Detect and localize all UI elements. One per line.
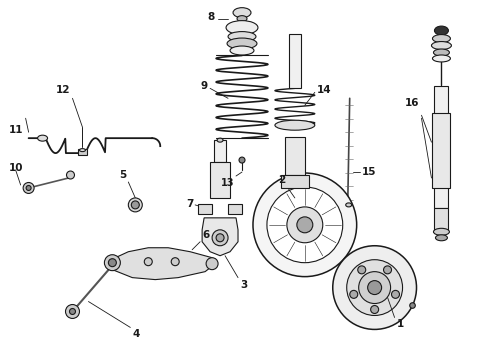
Text: 9: 9	[201, 81, 208, 91]
Circle shape	[128, 198, 142, 212]
Bar	[78, 149, 87, 155]
Ellipse shape	[433, 55, 450, 62]
Ellipse shape	[228, 32, 256, 41]
Circle shape	[108, 259, 116, 267]
Ellipse shape	[230, 46, 254, 55]
Circle shape	[171, 258, 179, 266]
Text: 13: 13	[220, 178, 234, 188]
Circle shape	[206, 258, 218, 270]
Polygon shape	[110, 248, 214, 280]
Ellipse shape	[435, 26, 448, 35]
Circle shape	[410, 303, 416, 308]
Ellipse shape	[79, 149, 85, 152]
Circle shape	[239, 157, 245, 163]
Ellipse shape	[217, 138, 223, 142]
Circle shape	[70, 309, 75, 315]
Text: 14: 14	[317, 85, 331, 95]
Ellipse shape	[433, 35, 450, 42]
Text: 15: 15	[362, 167, 376, 177]
Ellipse shape	[227, 38, 257, 49]
Ellipse shape	[432, 41, 451, 50]
Circle shape	[350, 291, 358, 298]
Text: 2: 2	[278, 175, 285, 185]
Ellipse shape	[226, 21, 258, 35]
Text: 16: 16	[405, 98, 419, 108]
Circle shape	[358, 266, 366, 274]
Circle shape	[370, 306, 379, 314]
Text: 8: 8	[208, 12, 215, 22]
Circle shape	[131, 201, 139, 209]
Circle shape	[216, 234, 224, 242]
Ellipse shape	[436, 235, 447, 241]
Bar	[198, 204, 212, 214]
Circle shape	[23, 183, 34, 193]
Text: 7: 7	[186, 199, 193, 209]
Text: 11: 11	[9, 125, 23, 135]
Text: 6: 6	[202, 230, 209, 240]
Ellipse shape	[237, 15, 247, 22]
Bar	[435, 208, 448, 230]
Circle shape	[347, 260, 403, 315]
Bar	[214, 140, 226, 162]
Circle shape	[67, 171, 74, 179]
Circle shape	[104, 255, 121, 271]
Bar	[281, 175, 309, 188]
Circle shape	[333, 246, 416, 329]
Circle shape	[287, 207, 323, 243]
Bar	[433, 113, 450, 188]
Circle shape	[26, 185, 31, 190]
Bar	[210, 162, 230, 198]
Text: 5: 5	[119, 170, 126, 180]
Ellipse shape	[346, 203, 352, 207]
Circle shape	[384, 266, 392, 274]
Bar	[289, 33, 301, 88]
Circle shape	[359, 272, 391, 303]
Bar	[285, 137, 305, 175]
Ellipse shape	[434, 49, 449, 56]
Circle shape	[267, 187, 343, 263]
Polygon shape	[202, 218, 238, 256]
Circle shape	[253, 173, 357, 276]
Circle shape	[368, 280, 382, 294]
Text: 1: 1	[396, 319, 404, 329]
Circle shape	[66, 305, 79, 319]
Circle shape	[297, 217, 313, 233]
Ellipse shape	[434, 228, 449, 235]
Ellipse shape	[233, 8, 251, 18]
Ellipse shape	[38, 135, 48, 141]
Text: 3: 3	[240, 280, 247, 289]
Text: 12: 12	[56, 85, 71, 95]
Ellipse shape	[275, 120, 315, 130]
Circle shape	[212, 230, 228, 246]
Bar	[435, 86, 448, 208]
Text: 4: 4	[132, 329, 140, 339]
Bar	[228, 204, 242, 214]
Text: 10: 10	[9, 163, 23, 173]
Circle shape	[144, 258, 152, 266]
Circle shape	[392, 291, 399, 298]
